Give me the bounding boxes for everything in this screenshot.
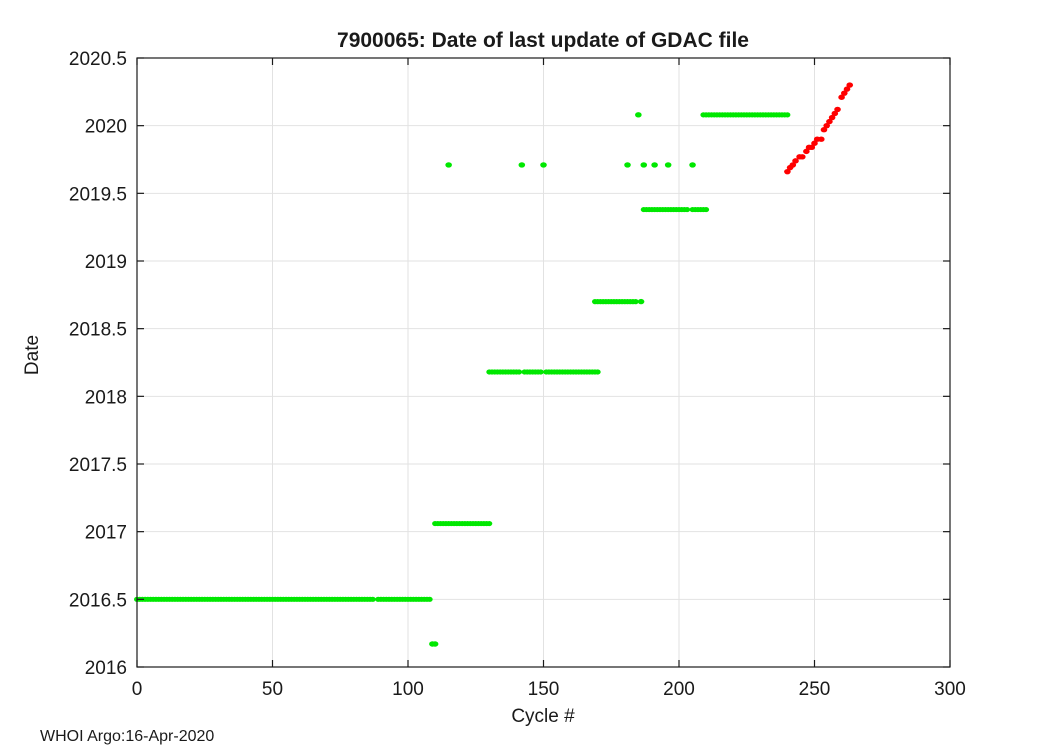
data-point	[689, 162, 696, 168]
data-run-dot	[632, 299, 639, 305]
y-axis-label: Date	[22, 335, 43, 375]
data-run-dot	[369, 596, 376, 602]
x-tick-label: 300	[934, 679, 966, 700]
x-tick-label: 0	[132, 679, 143, 700]
data-point	[431, 641, 439, 647]
x-tick-label: 100	[392, 679, 424, 700]
data-run-dot	[784, 112, 791, 118]
data-point	[838, 94, 845, 100]
data-point	[789, 162, 797, 168]
series-gdac-file-update-green	[134, 112, 791, 647]
y-tick-label: 2020	[85, 117, 127, 138]
tick-labels: 0 50 100 150 200 250 300 2016 2016.5 2017 2017.5 20…	[69, 49, 966, 700]
data-point	[651, 162, 658, 168]
data-point	[664, 162, 672, 168]
data-run-dot	[594, 369, 601, 375]
data-run-dot	[426, 596, 433, 602]
data-point	[445, 162, 452, 168]
data-point	[846, 82, 854, 88]
data-run-dot	[516, 369, 523, 375]
x-tick-label: 50	[262, 679, 283, 700]
y-tick-label: 2018	[85, 387, 127, 408]
y-tick-label: 2017	[85, 523, 127, 544]
y-tick-label: 2016	[85, 658, 127, 679]
data-point	[792, 158, 799, 164]
data-run-dot	[537, 369, 544, 375]
x-tick-label: 200	[663, 679, 695, 700]
data-point	[823, 122, 830, 129]
data-point	[640, 162, 648, 168]
y-tick-label: 2020.5	[69, 49, 127, 70]
data-run-dot	[684, 206, 691, 213]
y-tick-label: 2019.5	[69, 184, 127, 205]
y-tick-label: 2016.5	[69, 590, 127, 611]
data-run-dot	[703, 206, 710, 213]
data-point	[637, 298, 645, 305]
data-point	[817, 136, 825, 142]
data-point	[518, 162, 526, 168]
data-point	[834, 106, 841, 113]
y-tick-label: 2018.5	[69, 320, 127, 341]
data-point	[843, 86, 851, 92]
data-point	[540, 162, 547, 168]
data-point	[841, 90, 848, 96]
gridlines	[136, 57, 951, 668]
data-point	[624, 162, 631, 168]
x-tick-label: 250	[799, 679, 831, 700]
y-tick-label: 2017.5	[69, 455, 127, 476]
data-point	[799, 154, 806, 160]
data-run-dot	[486, 520, 493, 527]
data-point	[784, 168, 791, 175]
data-point	[635, 112, 642, 118]
chart-title: 7900065: Date of last update of GDAC fil…	[337, 29, 749, 52]
x-tick-label: 150	[528, 679, 560, 700]
series-recent-update-red	[784, 82, 854, 175]
data-point	[828, 114, 836, 121]
data-point	[811, 140, 818, 146]
data-series	[134, 82, 854, 647]
watermark-text: WHOI Argo:16-Apr-2020	[40, 728, 214, 745]
axis-ticks	[136, 57, 951, 668]
data-point	[826, 118, 833, 125]
data-point	[831, 110, 839, 117]
data-point	[808, 144, 816, 151]
x-axis-label: Cycle #	[511, 706, 575, 727]
y-tick-label: 2019	[85, 252, 127, 273]
data-point	[820, 127, 828, 133]
data-point	[803, 148, 810, 155]
